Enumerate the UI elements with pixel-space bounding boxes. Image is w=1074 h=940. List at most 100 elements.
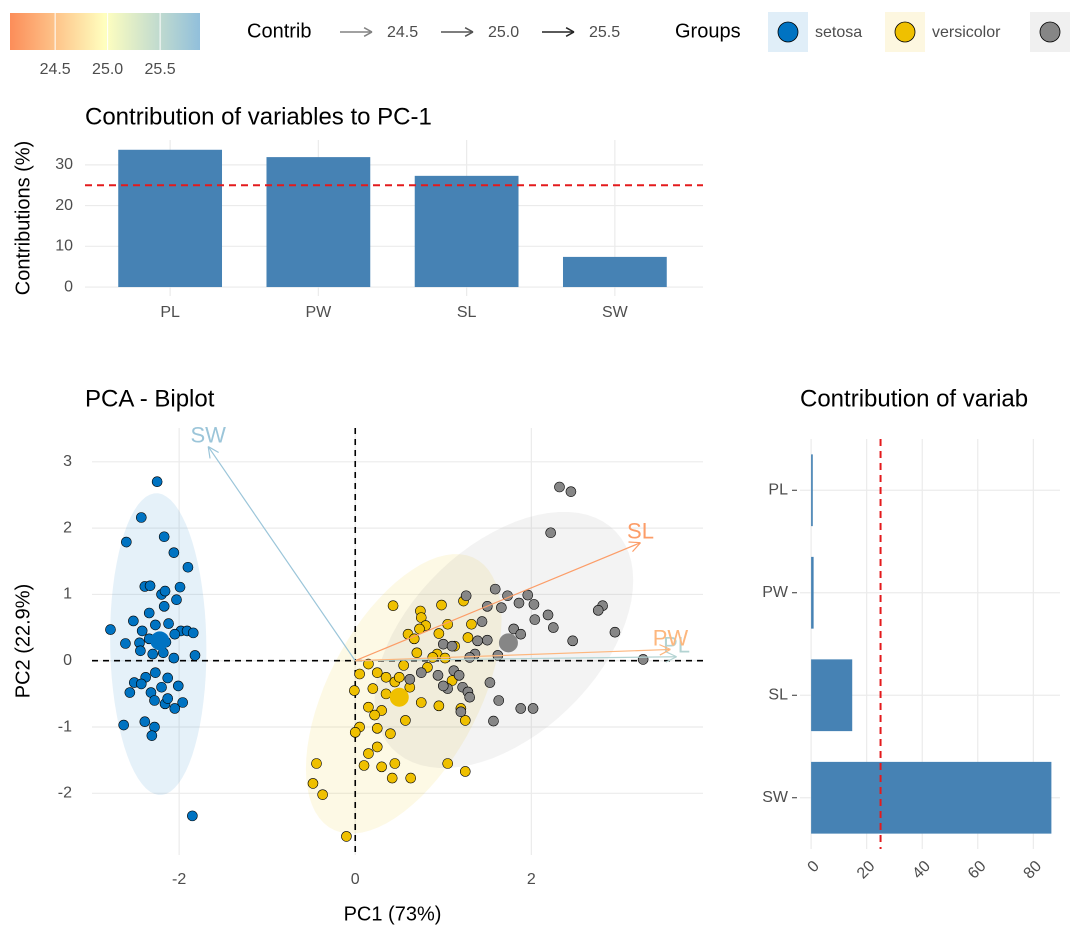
point <box>371 741 383 753</box>
point <box>169 703 181 714</box>
point <box>146 730 158 741</box>
point <box>433 700 445 712</box>
point <box>545 527 556 539</box>
point <box>169 628 181 640</box>
point <box>162 693 174 704</box>
point <box>371 667 383 678</box>
point <box>311 758 322 769</box>
point <box>105 624 116 635</box>
x-tick-label: SW <box>602 304 629 321</box>
legend-marker <box>894 21 916 43</box>
arrow-head <box>628 541 641 544</box>
bar <box>118 149 223 288</box>
y-tick-label: 30 <box>55 156 73 173</box>
point <box>159 585 171 597</box>
y-tick-label: 1 <box>63 586 72 603</box>
point <box>459 766 471 777</box>
point <box>398 660 409 671</box>
x-tick-label: 0 <box>351 871 360 888</box>
point <box>567 635 579 647</box>
point <box>472 635 483 647</box>
point <box>367 683 379 694</box>
variable-label: PL <box>663 633 690 658</box>
point <box>459 715 471 726</box>
point <box>156 681 167 693</box>
point <box>189 650 201 661</box>
variable-arrow <box>355 648 671 662</box>
x-tick-label: PW <box>305 304 332 321</box>
point <box>464 652 475 663</box>
point <box>147 648 159 660</box>
point <box>363 748 374 759</box>
point <box>158 531 170 543</box>
point <box>554 481 565 493</box>
point <box>489 583 501 595</box>
y-tick-label: SL <box>768 686 788 703</box>
y-tick-label: 3 <box>63 453 72 470</box>
point <box>386 772 398 784</box>
arrow-head <box>659 648 671 656</box>
y-tick-label: 20 <box>55 197 73 214</box>
x-tick-label: 2 <box>527 871 536 888</box>
point <box>453 670 465 681</box>
color-bar-label: 25.0 <box>92 61 123 78</box>
point <box>415 697 427 708</box>
point <box>432 670 444 681</box>
point <box>515 703 527 714</box>
point <box>542 609 554 621</box>
x-tick-label: 80 <box>1021 858 1046 883</box>
point <box>317 789 328 800</box>
chart-title: Contribution of variab <box>800 385 1028 412</box>
point <box>358 760 370 771</box>
point <box>389 758 401 769</box>
point <box>446 640 458 652</box>
x-tick-label: 0 <box>805 858 823 876</box>
legend-marker <box>777 21 799 43</box>
point <box>442 758 453 769</box>
arrow-head <box>363 31 373 37</box>
arrow-head <box>665 651 677 658</box>
point <box>464 691 475 703</box>
point <box>349 685 360 696</box>
point <box>380 672 392 683</box>
point <box>354 668 365 680</box>
point <box>136 512 147 523</box>
y-tick-label: PW <box>762 584 789 601</box>
chart-title: PCA - Biplot <box>85 385 215 412</box>
point <box>385 728 396 739</box>
point <box>405 772 417 784</box>
arrow-head <box>632 542 641 553</box>
chart-title: Contribution of variables to PC-1 <box>85 103 432 130</box>
arrow-head <box>659 644 671 651</box>
point <box>128 615 139 627</box>
point <box>349 727 361 738</box>
arrow-head <box>207 446 211 459</box>
arrow-head <box>363 27 373 33</box>
y-tick-label: 2 <box>63 519 72 536</box>
point <box>437 638 449 650</box>
x-axis-title: PC1 (73%) <box>344 903 442 925</box>
color-bar <box>10 13 200 50</box>
point <box>363 658 374 670</box>
point <box>496 602 507 613</box>
group-center <box>150 631 170 651</box>
point <box>528 599 540 610</box>
legend-label: versicolor <box>932 24 1001 41</box>
point <box>136 625 148 637</box>
variable-arrow <box>355 542 641 662</box>
color-bar-label: 25.5 <box>145 61 176 78</box>
x-tick-label: 20 <box>854 858 879 883</box>
point <box>415 612 427 623</box>
point <box>341 831 352 842</box>
point <box>437 680 449 692</box>
variable-arrow <box>355 656 677 662</box>
point <box>411 647 423 659</box>
point <box>177 697 188 708</box>
arrow-head <box>464 27 474 33</box>
point <box>158 601 170 612</box>
point <box>484 677 496 688</box>
y-axis-title: Contributions (%) <box>12 141 34 296</box>
arrow-head <box>565 31 575 37</box>
point <box>548 622 559 633</box>
bar <box>811 556 814 629</box>
